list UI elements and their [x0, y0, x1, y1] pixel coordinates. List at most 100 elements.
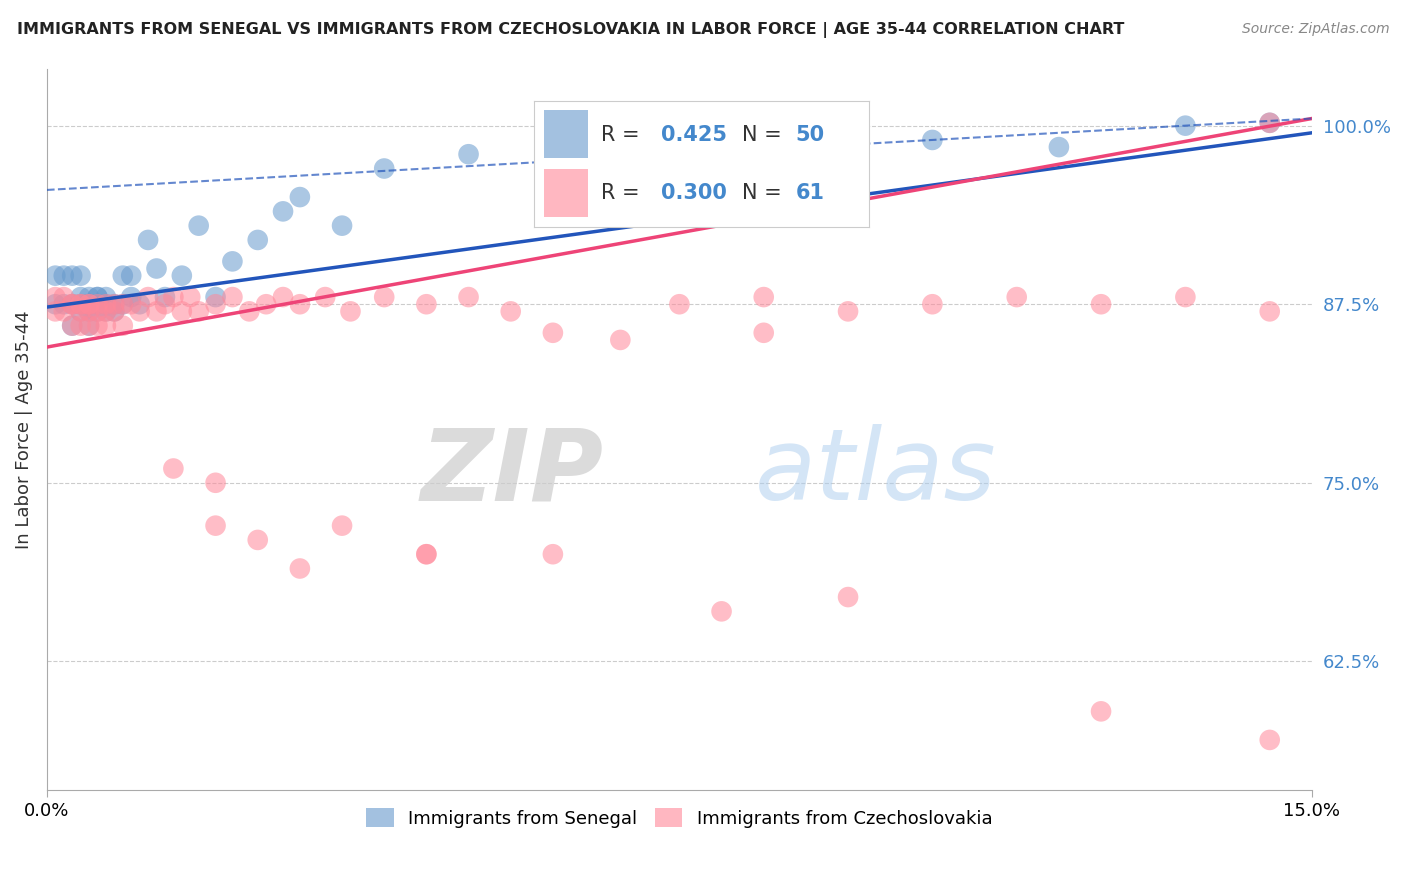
- Point: [837, 590, 859, 604]
- Point: [162, 290, 184, 304]
- Point: [77, 297, 100, 311]
- Point: [60, 318, 83, 333]
- Point: [77, 297, 100, 311]
- Point: [136, 290, 159, 304]
- Point: [86, 297, 108, 311]
- Point: [77, 318, 100, 333]
- Point: [69, 304, 91, 318]
- Point: [86, 290, 108, 304]
- Point: [187, 304, 209, 318]
- Point: [373, 161, 395, 176]
- Point: [238, 304, 260, 318]
- Point: [111, 297, 134, 311]
- Point: [77, 304, 100, 318]
- Point: [626, 133, 648, 147]
- Point: [69, 268, 91, 283]
- Point: [153, 297, 176, 311]
- Point: [499, 304, 522, 318]
- Point: [710, 604, 733, 618]
- Point: [52, 297, 75, 311]
- Point: [94, 318, 117, 333]
- Point: [86, 290, 108, 304]
- Point: [44, 268, 66, 283]
- Point: [120, 290, 142, 304]
- Point: [44, 304, 66, 318]
- Point: [668, 297, 690, 311]
- Text: ZIP: ZIP: [420, 424, 603, 521]
- Point: [69, 297, 91, 311]
- Point: [69, 297, 91, 311]
- Point: [120, 268, 142, 283]
- Point: [94, 304, 117, 318]
- Point: [94, 297, 117, 311]
- Point: [111, 297, 134, 311]
- Point: [44, 290, 66, 304]
- Point: [128, 304, 150, 318]
- Point: [52, 290, 75, 304]
- Point: [373, 290, 395, 304]
- Point: [86, 304, 108, 318]
- Point: [457, 147, 479, 161]
- Point: [330, 518, 353, 533]
- Point: [69, 304, 91, 318]
- Legend: Immigrants from Senegal, Immigrants from Czechoslovakia: Immigrants from Senegal, Immigrants from…: [360, 801, 1000, 835]
- Point: [103, 304, 125, 318]
- Point: [77, 304, 100, 318]
- Point: [541, 326, 564, 340]
- Point: [204, 297, 226, 311]
- Point: [330, 219, 353, 233]
- Text: Source: ZipAtlas.com: Source: ZipAtlas.com: [1241, 22, 1389, 37]
- Point: [288, 190, 311, 204]
- Point: [1090, 297, 1112, 311]
- Text: atlas: atlas: [755, 424, 997, 521]
- Point: [77, 318, 100, 333]
- Point: [1174, 119, 1197, 133]
- Point: [111, 318, 134, 333]
- Point: [752, 326, 775, 340]
- Point: [77, 297, 100, 311]
- Point: [145, 304, 167, 318]
- Point: [86, 318, 108, 333]
- Point: [170, 268, 193, 283]
- Y-axis label: In Labor Force | Age 35-44: In Labor Force | Age 35-44: [15, 310, 32, 549]
- Point: [120, 297, 142, 311]
- Point: [457, 290, 479, 304]
- Point: [103, 297, 125, 311]
- Point: [1258, 304, 1281, 318]
- Point: [609, 333, 631, 347]
- Point: [60, 268, 83, 283]
- Point: [94, 304, 117, 318]
- Point: [1174, 290, 1197, 304]
- Point: [271, 290, 294, 304]
- Point: [1258, 116, 1281, 130]
- Point: [288, 561, 311, 575]
- Point: [179, 290, 201, 304]
- Point: [145, 261, 167, 276]
- Point: [271, 204, 294, 219]
- Point: [60, 297, 83, 311]
- Point: [103, 297, 125, 311]
- Point: [94, 297, 117, 311]
- Point: [221, 290, 243, 304]
- Point: [541, 176, 564, 190]
- Point: [103, 304, 125, 318]
- Point: [1047, 140, 1070, 154]
- Point: [415, 547, 437, 561]
- Point: [794, 154, 817, 169]
- Point: [128, 297, 150, 311]
- Point: [153, 290, 176, 304]
- Point: [221, 254, 243, 268]
- Point: [136, 233, 159, 247]
- Point: [246, 233, 269, 247]
- Point: [44, 297, 66, 311]
- Point: [204, 290, 226, 304]
- Point: [69, 318, 91, 333]
- Point: [541, 547, 564, 561]
- Point: [204, 518, 226, 533]
- Point: [1090, 704, 1112, 718]
- Point: [52, 304, 75, 318]
- Point: [339, 304, 361, 318]
- Point: [921, 133, 943, 147]
- Point: [86, 304, 108, 318]
- Point: [69, 297, 91, 311]
